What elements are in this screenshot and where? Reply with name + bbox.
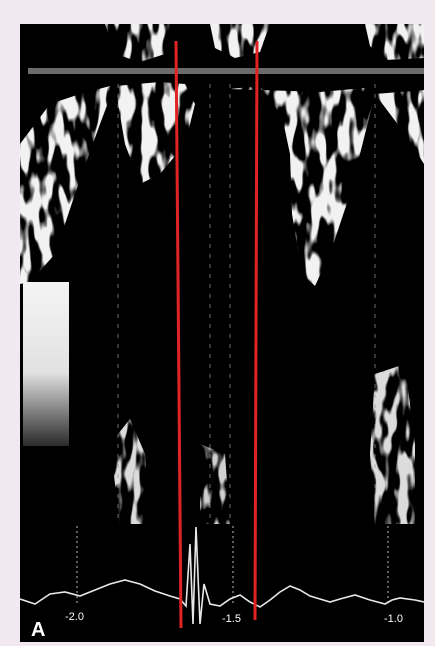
- doppler-image: -2.0 -1.5 -1.0 A: [20, 24, 424, 642]
- marker-lines: [174, 40, 259, 629]
- ecg-trace: [20, 526, 424, 625]
- ecg-tick-label: -1.0: [384, 613, 403, 625]
- doppler-envelopes: [20, 82, 424, 524]
- top-signal-band: [105, 24, 424, 62]
- baseline-bar: [28, 68, 424, 74]
- panel-label: A: [31, 619, 46, 641]
- ecg-tick-label: -1.5: [222, 613, 241, 625]
- ecg-tick-label: -2.0: [65, 611, 84, 623]
- doppler-spectrum: -2.0 -1.5 -1.0: [20, 24, 424, 629]
- ecg-strip: [20, 526, 424, 625]
- velocity-scale-bar: [23, 282, 69, 446]
- marker-line-2: [253, 40, 259, 621]
- marker-line-1: [174, 40, 183, 629]
- grid-dashes: [117, 84, 376, 524]
